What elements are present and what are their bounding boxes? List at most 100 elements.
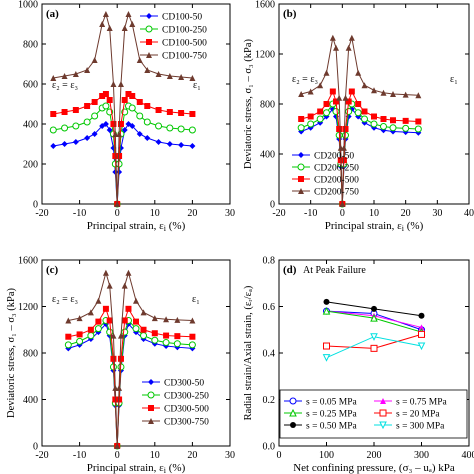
data-point [189,143,196,149]
legend-item: CD300-750 [142,418,209,428]
data-point [106,97,113,103]
data-point [418,312,425,319]
data-point [136,57,143,63]
legend-item: s = 0.75 MPa [374,398,448,408]
data-point [166,141,173,147]
data-point [83,118,91,126]
panel-label: (a) [46,8,59,20]
panel-label: (d) [283,264,297,276]
data-point [297,124,305,132]
data-point [402,124,410,132]
data-point [50,143,57,149]
data-point [418,324,425,331]
legend-swatch-marker [146,13,152,19]
y-tick-label: 0 [33,200,38,211]
legend-label: s = 0.25 MPa [306,410,358,420]
data-point [114,201,121,207]
y-tick-label: 0 [33,442,38,453]
series-cd100-750 [50,11,196,207]
data-point [76,315,83,322]
data-point [329,88,336,95]
data-point [332,108,340,115]
data-point [65,317,72,324]
y-axis-label: Deviatoric stress, σ₁ – σ₃ (kPa) [6,287,17,418]
data-point [110,121,117,127]
data-point [342,94,349,101]
series-s-300-mpa [322,333,426,362]
data-point [174,316,181,323]
x-axis-label: Principal strain, εi (%) [87,220,186,233]
y-axis-label: Deviatoric stress, σ₁ – σ₃ (kPa) [243,38,254,169]
data-point [307,113,314,120]
legend: CD200-50 CD200-250 CD200-500 CD200-750 [292,152,359,198]
data-point [178,110,185,116]
panel-title: At Peak Failure [303,265,366,276]
y-tick-label: 800 [23,349,38,360]
data-point [298,116,305,122]
legend-label: CD200-50 [314,152,354,162]
series-line [53,12,193,205]
legend-label: s = 0.75 MPa [396,398,448,408]
legend-item: CD100-50 [140,13,202,23]
legend-label: CD300-50 [164,379,204,389]
y-tick-label: 400 [260,150,275,161]
data-point [116,384,123,391]
legend-swatch-marker [147,391,155,399]
y-tick-label: 0.2 [263,395,276,406]
series-s-20-mpa [323,330,425,352]
data-point [174,333,181,340]
data-point [102,11,109,17]
data-point [84,67,91,73]
series-line [301,37,419,205]
data-point [50,75,57,81]
data-point [317,82,324,89]
data-point [61,141,68,147]
data-point [418,330,425,338]
data-point [116,131,123,137]
data-point [323,109,330,117]
data-point [345,108,353,115]
data-point [136,99,143,105]
data-point [354,109,362,117]
data-point [298,91,305,97]
data-point [380,89,387,96]
data-point [140,332,148,340]
data-point [102,305,109,312]
data-point [106,328,114,336]
x-tick-label: 30 [225,450,235,461]
data-point [151,336,159,344]
data-point [322,354,331,362]
data-point [99,21,106,27]
data-point [72,122,80,130]
panel-label: (b) [283,8,297,20]
annotation: ε₂ = ε₃ [292,74,318,85]
legend-label: s = 0.05 MPa [306,398,358,408]
data-point [95,318,102,325]
legend-item: CD100-500 [140,39,207,49]
data-point [102,121,109,127]
x-tick-label: 0 [115,208,120,219]
data-point [336,126,343,132]
data-point [166,109,173,115]
y-tick-label: 1200 [255,50,275,61]
x-axis-label: Principal strain, εi (%) [87,462,186,474]
legend-label: s = 20 MPa [396,410,440,420]
y-tick-label: 0.4 [263,349,276,360]
data-point [87,309,94,316]
data-point [371,305,377,312]
data-point [333,44,339,51]
legend-swatch-marker [379,409,387,417]
data-point [339,201,346,207]
data-point [151,330,158,337]
data-point [355,69,362,76]
legend-item: CD100-250 [140,25,207,36]
data-point [106,25,113,31]
x-tick-label: 10 [369,208,379,219]
data-point [76,337,84,345]
annotation: ε₁ [450,74,458,85]
legend-label: CD300-250 [164,392,209,402]
series-cd100-250 [49,102,196,208]
data-point [129,21,136,27]
data-point [189,111,196,117]
series-cd100-500 [50,91,196,207]
